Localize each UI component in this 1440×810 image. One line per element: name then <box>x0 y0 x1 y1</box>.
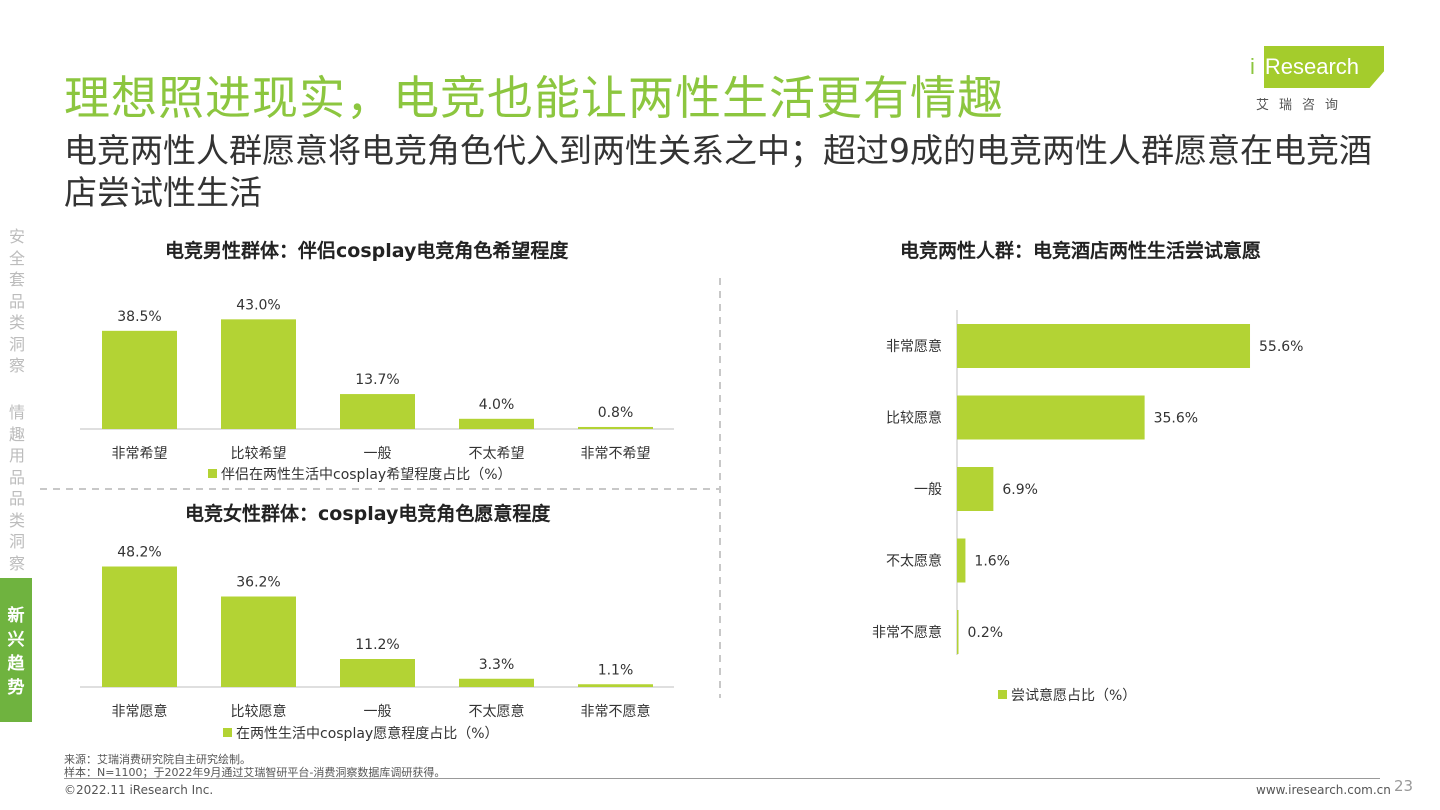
hbar-0 <box>957 324 1251 368</box>
sample-note: 样本：N=1100；于2022年9月通过艾瑞智研平台-消费洞察数据库调研获得。 <box>64 766 446 779</box>
data-label-1: 35.6% <box>1154 411 1198 427</box>
page-number: 23 <box>1394 777 1414 795</box>
category-label-3: 不太希望 <box>469 446 525 462</box>
bar-4 <box>578 684 653 687</box>
page-subtitle: 电竞两性人群愿意将电竞角色代入到两性关系之中；超过9成的电竞两性人群愿意在电竞酒… <box>64 131 1372 212</box>
bar-0 <box>102 330 177 429</box>
logo-wordmark: i Research <box>1250 54 1359 80</box>
category-label-1: 比较愿意 <box>231 703 287 720</box>
data-label-4: 0.8% <box>598 405 634 421</box>
copyright: ©2022.11 iResearch Inc. <box>64 783 214 797</box>
bar-3 <box>459 678 534 687</box>
sidebar-item-new-trends[interactable]: 新兴趋势 <box>0 578 32 722</box>
bar-2 <box>340 659 415 687</box>
data-label-2: 13.7% <box>355 372 399 388</box>
bar-4 <box>578 426 653 429</box>
legend-label: 伴侣在两性生活中cosplay希望程度占比（%） <box>221 467 512 483</box>
category-label-2: 一般 <box>364 446 392 462</box>
bar-1 <box>221 319 296 429</box>
logo-subtitle: 艾瑞咨询 <box>1256 98 1349 113</box>
female-bar-chart: 48.2% 非常愿意 36.2% 比较愿意 11.2% 一般 3.3% 不太愿意 1.1% 非常不… <box>80 545 674 742</box>
hbar-4 <box>957 610 959 654</box>
category-label-2: 一般 <box>364 704 392 720</box>
category-label-4: 非常不愿意 <box>581 703 651 720</box>
footer-rule <box>64 778 1380 779</box>
data-label-2: 6.9% <box>1002 482 1038 498</box>
chart-title-female: 电竞女性群体：cosplay电竞角色愿意程度 <box>185 503 551 525</box>
category-label-3: 不太愿意 <box>469 703 525 720</box>
bar-3 <box>459 418 534 429</box>
data-label-0: 55.6% <box>1259 339 1303 355</box>
data-label-4: 1.1% <box>598 662 634 678</box>
page-title: 理想照进现实，电竞也能让两性生活更有情趣 <box>64 71 1004 125</box>
category-label-0: 非常愿意 <box>886 338 942 355</box>
website-link[interactable]: www.iresearch.com.cn <box>1256 783 1391 797</box>
hotel-bar-chart: 55.6% 非常愿意 35.6% 比较愿意 6.9% 一般 1.6% 不太愿意 0.2% 非常不愿… <box>872 310 1303 704</box>
data-label-3: 3.3% <box>479 657 515 673</box>
logo-research-text: Research <box>1264 54 1360 79</box>
legend-label: 尝试意愿占比（%） <box>1011 687 1136 704</box>
data-label-3: 4.0% <box>479 397 515 413</box>
male-bar-chart: 38.5% 非常希望 43.0% 比较希望 13.7% 一般 4.0% 不太希望 0.8% 非常不… <box>80 297 674 483</box>
category-label-4: 非常不愿意 <box>872 624 942 641</box>
category-label-3: 不太愿意 <box>886 553 942 570</box>
source-note: 来源：艾瑞消费研究院自主研究绘制。 <box>64 753 251 766</box>
logo-letter-i: i <box>1250 54 1255 79</box>
iresearch-logo: i Research 艾瑞咨询 <box>1250 42 1394 117</box>
sidebar-item-condom-insight[interactable]: 安全套品类洞察 <box>8 227 25 375</box>
category-label-2: 一般 <box>914 482 942 498</box>
hbar-3 <box>957 538 966 583</box>
hbar-1 <box>957 395 1145 440</box>
data-label-2: 11.2% <box>355 637 399 653</box>
data-label-1: 36.2% <box>236 575 280 591</box>
bar-1 <box>221 596 296 687</box>
category-label-0: 非常愿意 <box>112 703 168 720</box>
legend-swatch <box>223 728 232 737</box>
sidebar-item-adult-products-insight[interactable]: 情趣用品品类洞察 <box>8 403 25 573</box>
data-label-0: 48.2% <box>117 545 161 561</box>
logo-badge <box>1264 46 1384 88</box>
data-label-0: 38.5% <box>117 309 161 325</box>
bar-2 <box>340 394 415 429</box>
category-label-1: 比较希望 <box>231 446 287 462</box>
category-label-0: 非常希望 <box>112 446 168 462</box>
hbar-2 <box>957 467 994 511</box>
legend-swatch <box>208 469 217 478</box>
data-label-3: 1.6% <box>974 554 1010 570</box>
legend-swatch <box>998 690 1007 699</box>
bar-0 <box>102 566 177 687</box>
chart-title-male: 电竞男性群体：伴侣cosplay电竞角色希望程度 <box>165 240 569 262</box>
data-label-1: 43.0% <box>236 297 280 313</box>
sidebar-item-new-trends-label: 新兴趋势 <box>7 606 25 698</box>
data-label-4: 0.2% <box>968 625 1004 641</box>
category-label-1: 比较愿意 <box>886 410 942 427</box>
legend-label: 在两性生活中cosplay愿意程度占比（%） <box>236 725 499 742</box>
category-label-4: 非常不希望 <box>581 446 651 462</box>
chart-title-hotel: 电竞两性人群：电竞酒店两性生活尝试意愿 <box>900 240 1262 262</box>
